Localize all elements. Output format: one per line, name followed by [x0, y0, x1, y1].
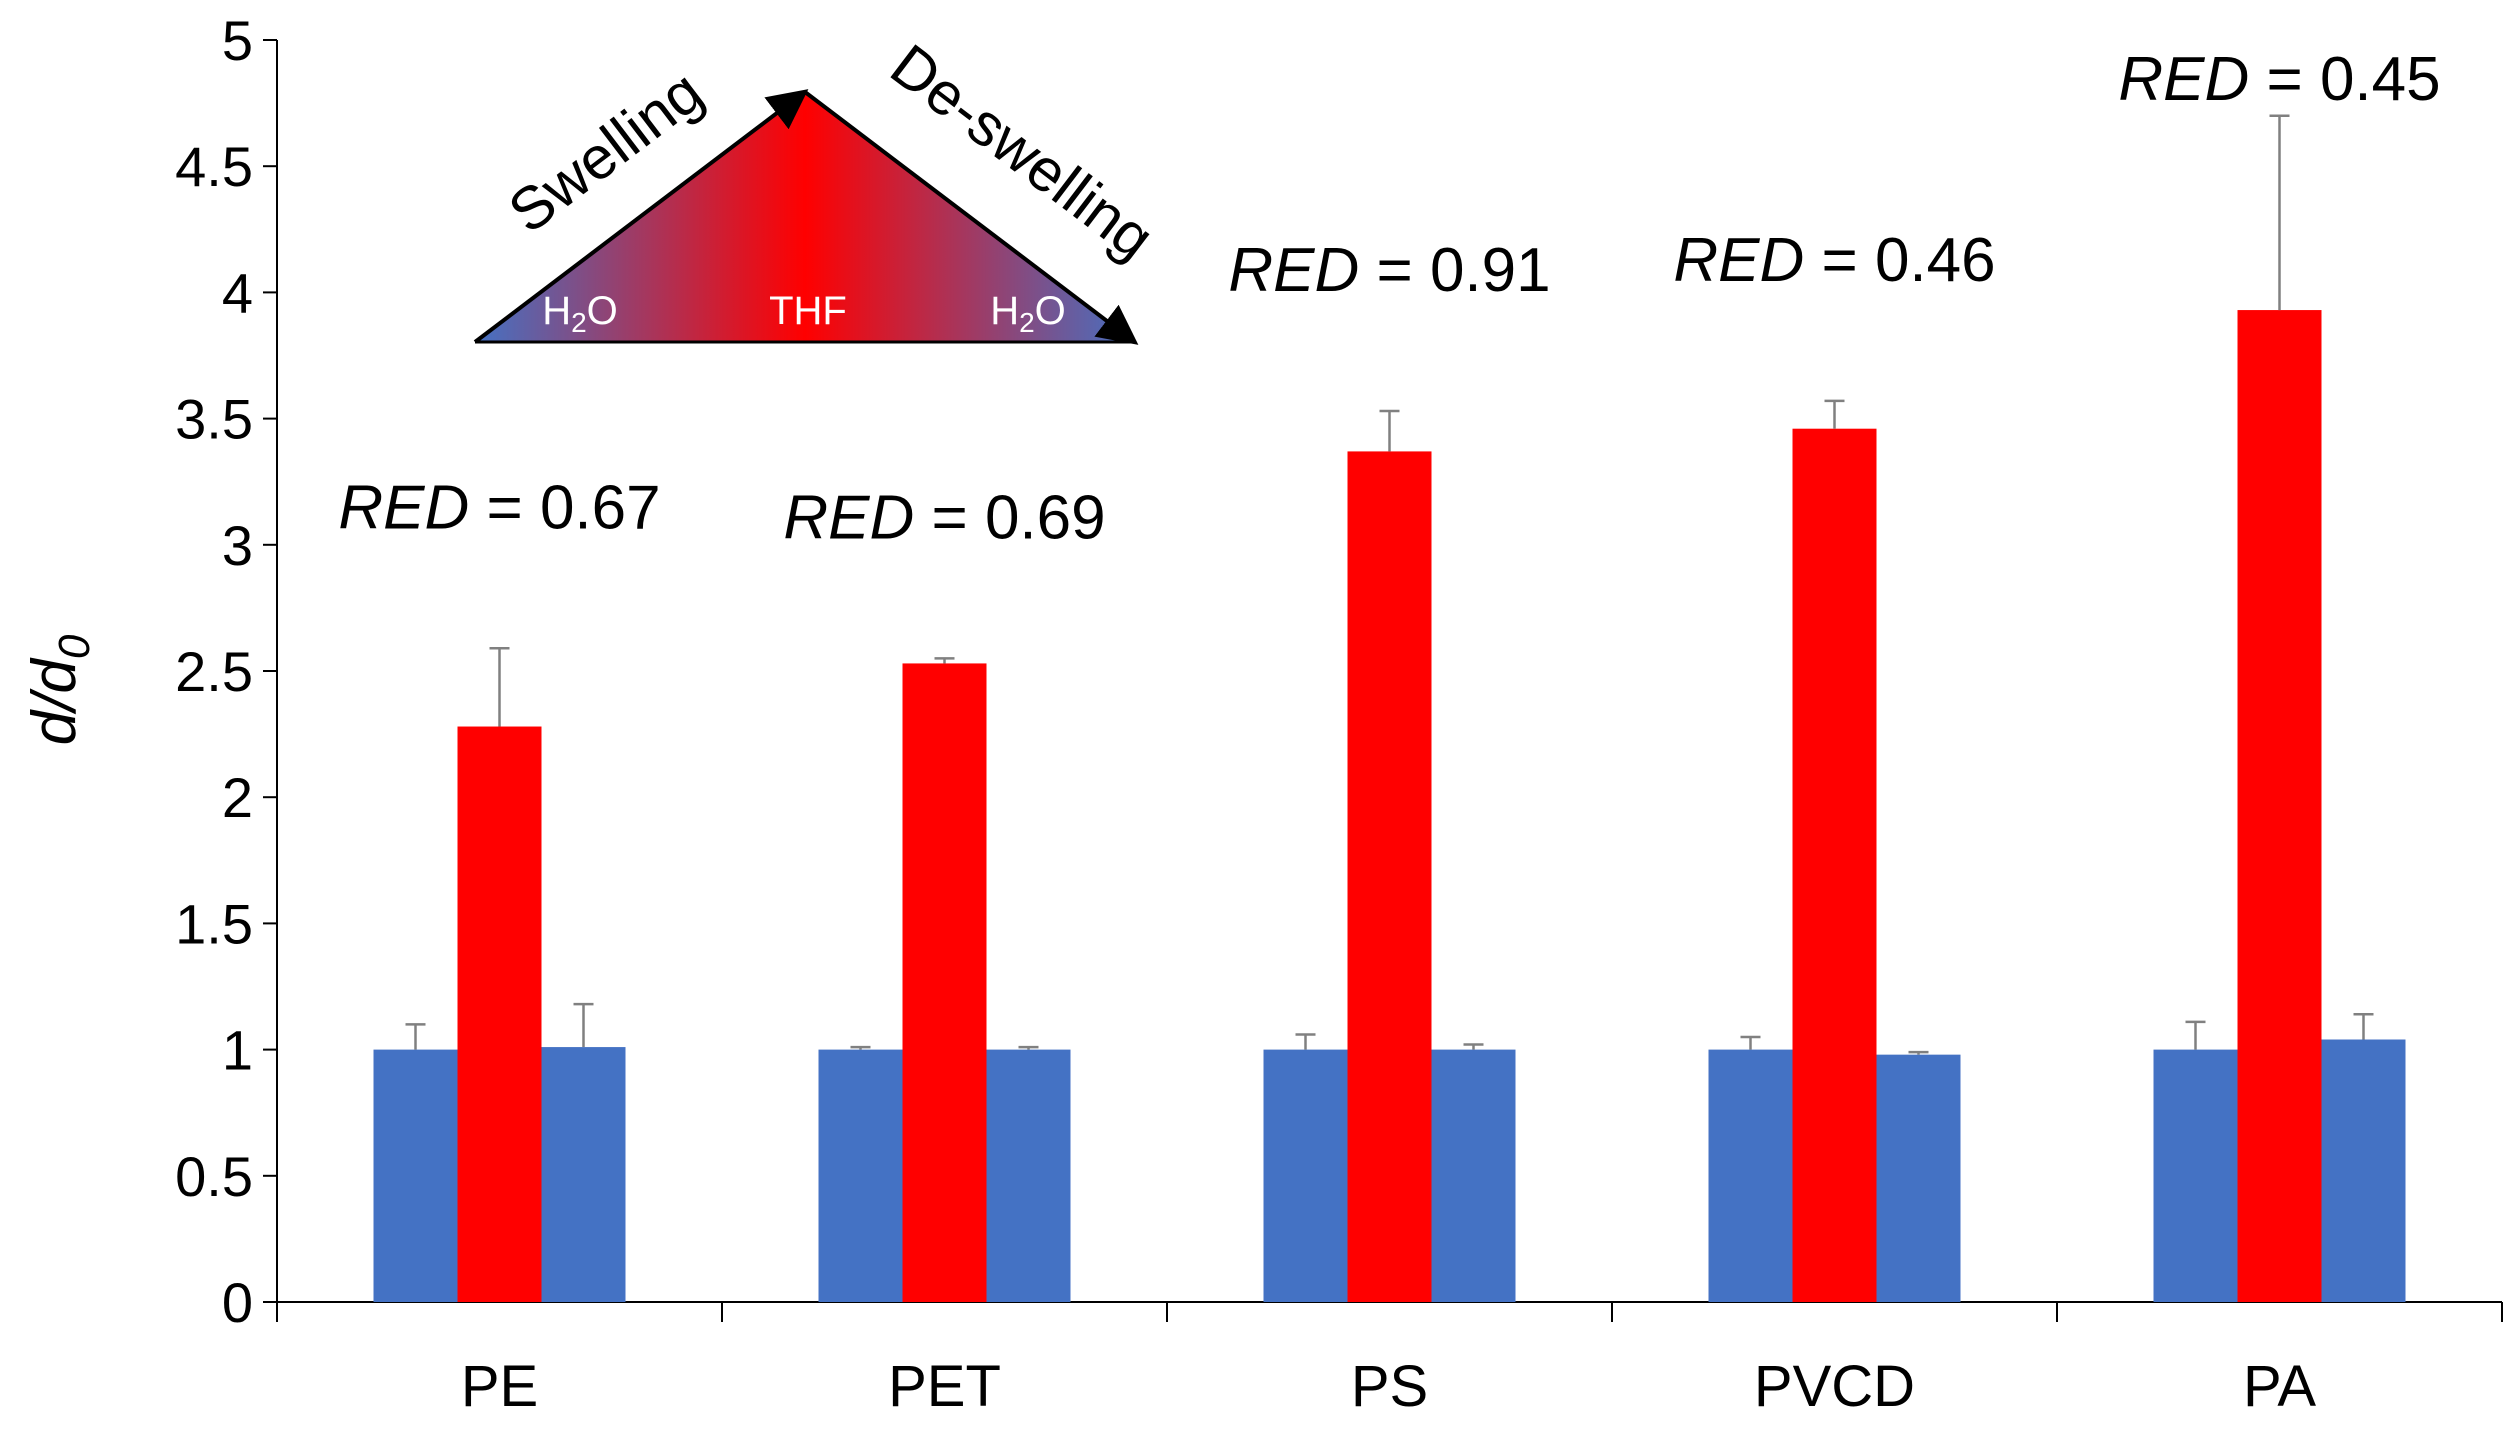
bar [457, 726, 542, 1302]
x-category-label: PS [1351, 1354, 1428, 1419]
y-tick-label: 0 [222, 1271, 253, 1334]
bar [1431, 1049, 1516, 1302]
y-tick-label: 2.5 [175, 640, 253, 703]
bar [1876, 1054, 1961, 1302]
y-tick-label: 1.5 [175, 892, 253, 955]
category-labels: PE PET PS PVCD PA [461, 1354, 2317, 1419]
bars [373, 310, 2406, 1302]
bar [2321, 1039, 2406, 1302]
bar [1708, 1049, 1793, 1302]
x-ticks [276, 1302, 2503, 1322]
red-annotation: RED = 0.69 [783, 483, 1105, 552]
inset-right-solvent: H2O [990, 289, 1066, 338]
y-axis-title: d/d0 [20, 634, 99, 745]
y-axis-title-main: d/d [20, 657, 89, 746]
swelling-inset: Swelling De-swelling H2O THF H2O [473, 31, 1166, 345]
inset-left-solvent: H2O [542, 289, 618, 338]
x-category-label: PVCD [1754, 1354, 1915, 1419]
bar [986, 1049, 1071, 1302]
bar [2153, 1049, 2238, 1302]
y-axis-title-sub: 0 [50, 634, 99, 659]
x-category-label: PE [461, 1354, 538, 1419]
y-tick-label: 4 [222, 261, 253, 324]
y-tick-label: 1 [222, 1019, 253, 1082]
y-tick-label: 4.5 [175, 135, 253, 198]
error-bars [405, 114, 2374, 1055]
red-annotation: RED = 0.45 [2118, 45, 2440, 114]
bar [902, 663, 987, 1302]
red-annotation: RED = 0.91 [1228, 236, 1550, 305]
bar [541, 1047, 626, 1302]
inset-center-solvent: THF [769, 289, 847, 333]
y-tick-label: 5 [222, 9, 253, 72]
y-tick-label: 3 [222, 514, 253, 577]
y-tick-label: 2 [222, 766, 253, 829]
inset-triangle [475, 92, 1135, 342]
red-annotations: RED = 0.67 RED = 0.69 RED = 0.91 RED = 0.46… [338, 45, 2440, 552]
y-tick-label: 0.5 [175, 1145, 253, 1208]
bar [818, 1049, 903, 1302]
bar [1347, 451, 1432, 1302]
red-annotation: RED = 0.67 [338, 473, 660, 542]
bar [1792, 428, 1877, 1302]
bar [1263, 1049, 1348, 1302]
red-annotation: RED = 0.46 [1673, 226, 1995, 295]
bar [2237, 310, 2322, 1302]
deswelling-arrow [803, 90, 1139, 345]
bar [373, 1049, 458, 1302]
y-tick-label: 3.5 [175, 388, 253, 451]
x-category-label: PET [888, 1354, 1001, 1419]
y-ticks: 0 0.5 1 1.5 2 2.5 3 3.5 4 4.5 5 [175, 9, 277, 1334]
swelling-arrow [473, 89, 809, 344]
x-category-label: PA [2243, 1354, 2316, 1419]
